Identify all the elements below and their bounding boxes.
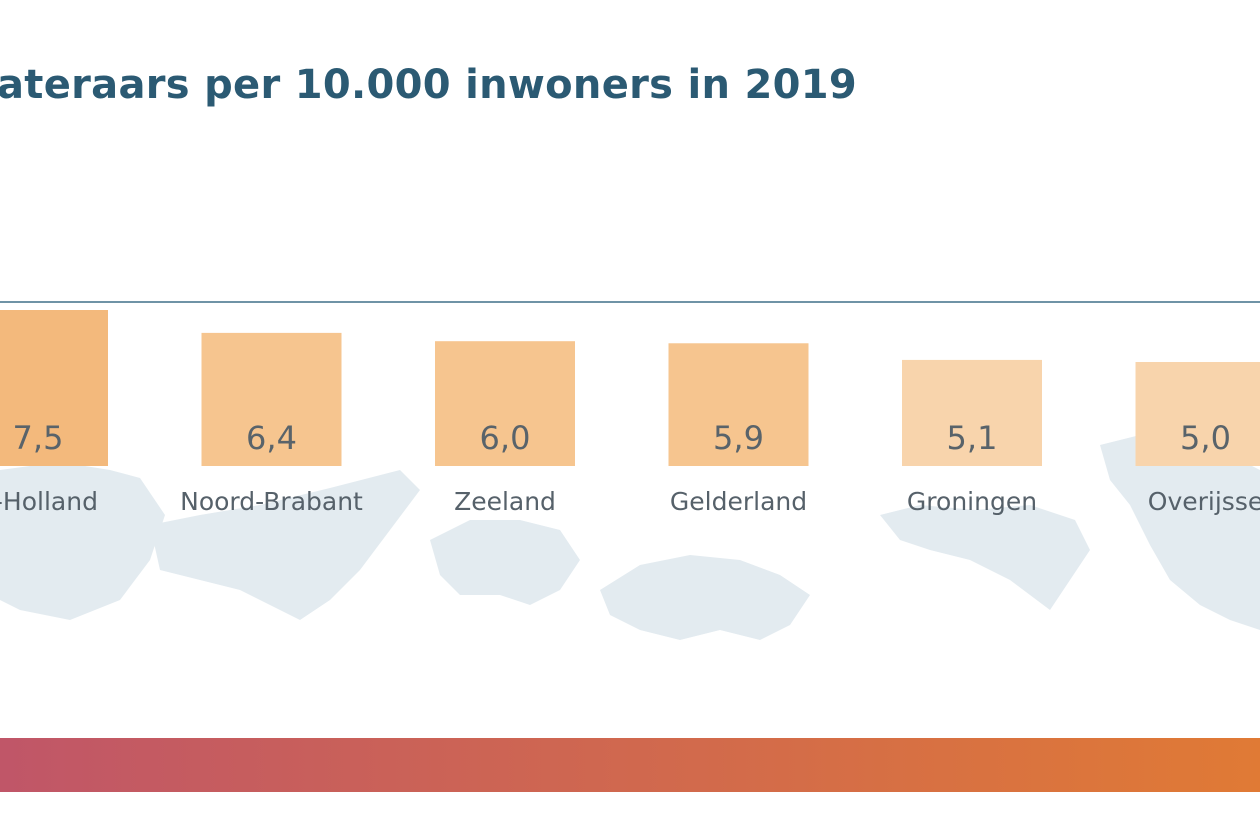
chart-title: ateraars per 10.000 inwoners in 2019 [0, 62, 858, 108]
category-labels: d-Holland Noord-Brabant Zeeland Gelderland G… [0, 487, 1260, 516]
bar [1135, 362, 1260, 466]
category-label: Zeeland [454, 487, 556, 516]
bar [902, 359, 1042, 466]
category-label: Overijsse [1148, 487, 1260, 516]
category-label: d-Holland [0, 487, 98, 516]
category-label: Groningen [907, 487, 1037, 516]
bars: 7,5 6,4 6,0 5,9 5,1 5,0 [0, 310, 1260, 466]
map-shape [430, 520, 580, 605]
bar-value-label: 5,9 [713, 419, 764, 457]
map-shape [1100, 435, 1260, 630]
map-shape [600, 555, 810, 640]
bar-value-label: 5,0 [1180, 419, 1231, 457]
bar-value-label: 6,0 [480, 419, 531, 457]
bar [668, 343, 809, 466]
gradient-scale-bar [0, 738, 1260, 792]
bar-value-label: 7,5 [13, 419, 64, 457]
category-label: Noord-Brabant [180, 487, 363, 516]
bar [435, 341, 575, 466]
map-shape [880, 505, 1090, 610]
bar [201, 332, 342, 466]
map-background [0, 435, 1260, 640]
bar-value-label: 5,1 [947, 419, 998, 457]
bar-chart: 7,5 6,4 6,0 5,9 5,1 5,0 d-Holland Noord-Braban… [0, 301, 1260, 640]
map-shape [0, 462, 165, 620]
bar-value-label: 6,4 [246, 419, 297, 457]
bar [0, 310, 108, 466]
category-label: Gelderland [670, 487, 807, 516]
map-shape [150, 470, 420, 620]
